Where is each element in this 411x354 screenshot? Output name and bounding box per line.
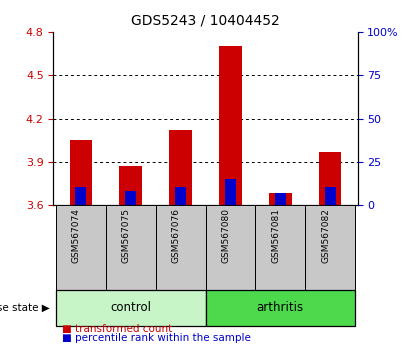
Bar: [175, 187, 186, 205]
Bar: [156, 205, 206, 290]
Bar: [56, 290, 206, 326]
Bar: [69, 140, 92, 205]
Text: disease state ▶: disease state ▶: [0, 303, 49, 313]
Text: GSM567076: GSM567076: [171, 208, 180, 263]
Bar: [219, 46, 242, 205]
Bar: [75, 187, 86, 205]
Bar: [206, 290, 355, 326]
Bar: [325, 187, 336, 205]
Title: GDS5243 / 10404452: GDS5243 / 10404452: [131, 14, 280, 28]
Bar: [275, 193, 286, 205]
Bar: [125, 191, 136, 205]
Bar: [269, 193, 291, 205]
Bar: [206, 205, 255, 290]
Bar: [305, 205, 355, 290]
Bar: [56, 205, 106, 290]
Bar: [120, 166, 142, 205]
Text: ■ percentile rank within the sample: ■ percentile rank within the sample: [62, 333, 251, 343]
Bar: [319, 152, 342, 205]
Text: GSM567081: GSM567081: [271, 208, 280, 263]
Text: ■ transformed count: ■ transformed count: [62, 324, 172, 334]
Text: arthritis: arthritis: [257, 302, 304, 314]
Text: GSM567082: GSM567082: [321, 208, 330, 263]
Text: control: control: [110, 302, 151, 314]
Text: GSM567074: GSM567074: [72, 208, 81, 263]
Bar: [255, 205, 305, 290]
Bar: [106, 205, 156, 290]
Bar: [225, 179, 236, 205]
Text: GSM567080: GSM567080: [222, 208, 231, 263]
Bar: [169, 130, 192, 205]
Text: GSM567075: GSM567075: [122, 208, 131, 263]
